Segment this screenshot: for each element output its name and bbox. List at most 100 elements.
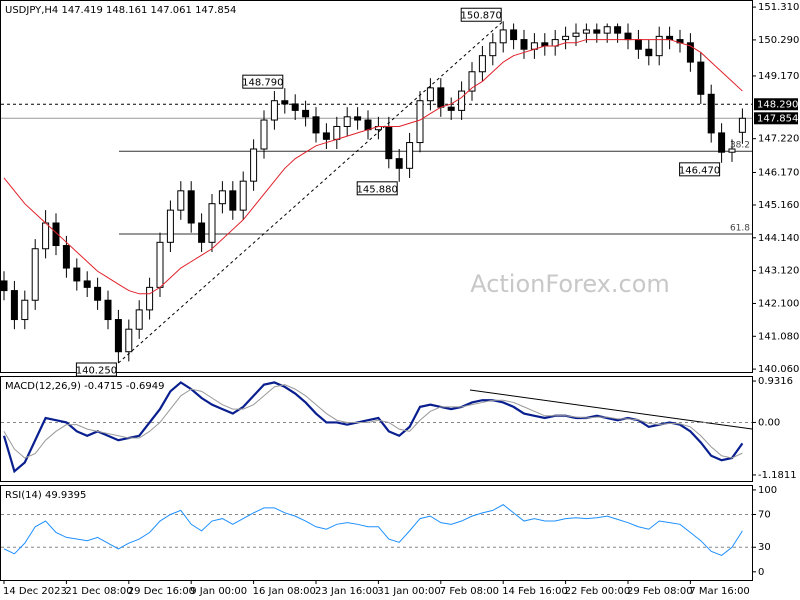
candle-body (562, 35, 570, 41)
candle-body (520, 39, 528, 50)
price-annotation-box (679, 162, 721, 177)
candle-body (229, 190, 237, 211)
candle-body (437, 87, 445, 108)
candle-body (406, 142, 414, 169)
x-tick-label: 14 Feb 16:00 (502, 586, 568, 597)
x-tick-label: 29 Dec 16:00 (128, 586, 195, 597)
y-tick-label: -1.1811 (758, 470, 797, 481)
price-annotation: 148.790 (242, 78, 283, 89)
candle-body (718, 132, 726, 153)
candle-body (21, 299, 29, 321)
candle-body (250, 148, 258, 182)
candle-body (187, 190, 195, 224)
trendline (118, 20, 504, 364)
x-tick-label: 7 Mar 16:00 (689, 586, 749, 597)
candle-body (478, 55, 486, 73)
x-tick-label: 16 Jan 08:00 (253, 586, 316, 597)
candle-body (738, 117, 746, 133)
candle-body (31, 248, 39, 301)
price-annotation: 146.470 (679, 165, 720, 176)
y-tick-label: 140.060 (758, 364, 799, 375)
price-annotation: 145.880 (357, 184, 398, 195)
y-tick-label: 0 (758, 567, 764, 578)
candle-body (614, 26, 622, 34)
candle-body (624, 32, 632, 41)
main-panel (0, 0, 753, 373)
candle-body (333, 125, 341, 140)
level-label-box (754, 98, 798, 111)
x-tick-label: 29 Feb 08:00 (627, 586, 693, 597)
candle-body (447, 106, 455, 111)
x-tick-label: 31 Jan 00:00 (377, 586, 440, 597)
candle-body (135, 309, 143, 330)
candle-body (655, 35, 663, 57)
candle-body (291, 103, 299, 111)
x-tick-label: 14 Dec 2023 (3, 586, 67, 597)
candle-body (156, 241, 164, 288)
y-tick-label: 30 (758, 542, 771, 553)
level-label: 148.290 (757, 99, 798, 110)
rsi-panel (0, 485, 753, 581)
candle-body (510, 29, 518, 41)
candle-body (645, 48, 653, 57)
candle-body (10, 290, 18, 321)
candle-body (146, 286, 154, 311)
candle-body (62, 245, 70, 269)
candle-body (582, 29, 590, 34)
candle-body (572, 32, 580, 37)
candle-body (125, 328, 133, 353)
y-tick-label: 151.310 (758, 2, 799, 13)
price-annotation-box (460, 7, 502, 22)
moving-average (3, 39, 743, 295)
price-annotation-box (356, 181, 398, 196)
price-annotation-box (75, 362, 117, 377)
candle-body (489, 42, 497, 57)
watermark: ActionForex.com (470, 270, 670, 298)
x-tick-label: 7 Feb 08:00 (440, 586, 499, 597)
candle-body (239, 180, 247, 211)
candle-body (94, 286, 102, 301)
y-tick-label: 100 (758, 485, 777, 496)
candle-body (416, 100, 424, 144)
candle-body (395, 158, 403, 169)
level-label-box (754, 112, 798, 125)
fib-label: 38.2 (730, 141, 750, 151)
y-tick-label: 149.170 (758, 71, 799, 82)
candle-body (322, 132, 330, 140)
candle-body (208, 203, 216, 243)
y-tick-label: 144.140 (758, 233, 799, 244)
x-tick-label: 9 Jan 00:00 (190, 586, 247, 597)
panel-title: RSI(14) 49.9395 (5, 490, 86, 501)
candle-body (343, 116, 351, 127)
y-tick-label: 147.220 (758, 134, 799, 145)
candle-body (634, 39, 642, 50)
candle-body (198, 222, 206, 243)
candle-body (499, 29, 507, 44)
candle-body (312, 116, 320, 134)
candle-body (697, 61, 705, 95)
indicator-line (3, 504, 743, 557)
y-tick-label: 146.170 (758, 167, 799, 178)
candle-body (218, 190, 226, 205)
y-tick-label: 70 (758, 509, 771, 520)
candle-body (0, 280, 8, 292)
price-annotation: 140.250 (76, 365, 117, 376)
x-tick-label: 21 Dec 08:00 (65, 586, 132, 597)
y-tick-label: 142.100 (758, 298, 799, 309)
indicator-line (2, 381, 744, 474)
y-tick-label: 145.160 (758, 200, 799, 211)
y-tick-label: 143.120 (758, 266, 799, 277)
candle-body (354, 116, 362, 121)
y-tick-label: 141.080 (758, 331, 799, 342)
candle-body (686, 42, 694, 63)
candle-body (728, 148, 736, 153)
candle-body (52, 222, 60, 247)
candle-body (281, 100, 289, 105)
x-tick-label: 23 Jan 16:00 (315, 586, 378, 597)
macd-panel (0, 376, 753, 482)
candle-body (260, 119, 268, 150)
candle-body (42, 222, 50, 250)
x-tick-label: 22 Feb 00:00 (565, 586, 631, 597)
candle-body (166, 209, 174, 243)
